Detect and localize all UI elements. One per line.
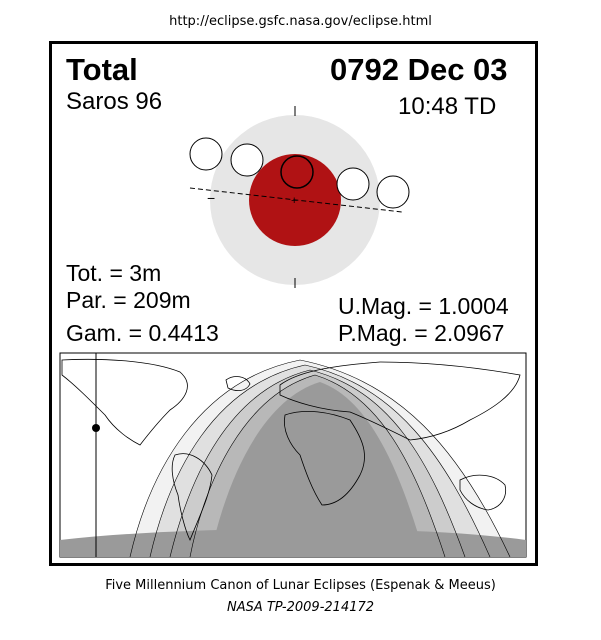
eclipse-date: 0792 Dec 03: [330, 52, 508, 87]
moon-p1: [189, 137, 223, 171]
eclipse-type: Total: [66, 52, 138, 87]
greenland: [225, 376, 251, 392]
australia: [459, 474, 507, 511]
footer-reference: NASA TP-2009-214172: [226, 600, 375, 615]
south-america: [171, 453, 213, 541]
partial-duration: Par. = 209m: [66, 287, 191, 313]
plus-label: +: [291, 195, 297, 207]
eurasia: [279, 361, 521, 441]
visibility-map: [59, 352, 527, 558]
eclipse-panel: [49, 41, 538, 566]
moon-p4: [376, 175, 410, 209]
umbral-magnitude: U.Mag. = 1.0004: [338, 293, 509, 319]
zone-antarctic: [60, 528, 526, 557]
moon-u1: [230, 143, 264, 177]
footer-citation: Five Millennium Canon of Lunar Eclipses …: [105, 578, 496, 593]
penumbral-magnitude: P.Mag. = 2.0967: [338, 320, 505, 346]
totality-duration: Tot. = 3m: [66, 260, 162, 286]
minus-label: −: [207, 190, 215, 206]
saros-number: Saros 96: [66, 88, 163, 115]
gamma-value: Gam. = 0.4413: [66, 320, 219, 346]
zone-entire-visible: [210, 382, 425, 557]
source-url[interactable]: http://eclipse.gsfc.nasa.gov/eclipse.htm…: [169, 14, 432, 29]
moon-path-line: [189, 187, 403, 213]
africa: [283, 411, 365, 506]
moon-greatest: [280, 155, 314, 189]
moon-zenith-point: [92, 424, 100, 432]
north-america: [61, 358, 188, 446]
moon-u4: [336, 167, 370, 201]
eclipse-time: 10:48 TD: [398, 93, 497, 120]
